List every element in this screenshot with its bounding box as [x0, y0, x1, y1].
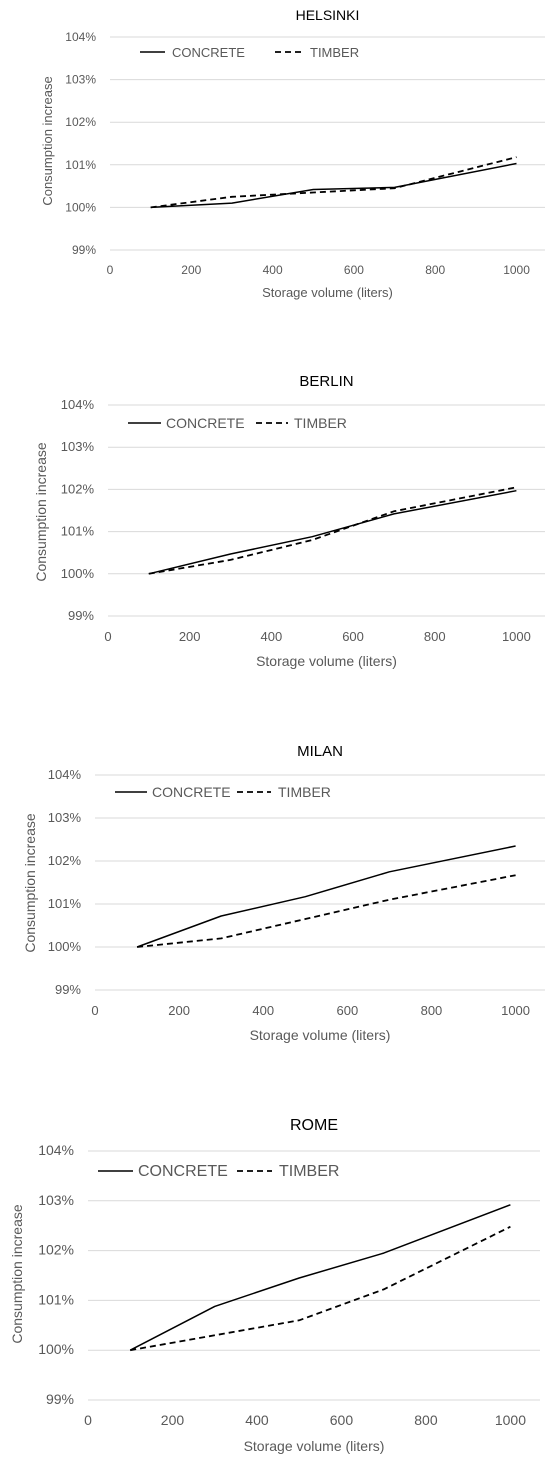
x-tick-label: 1000 [502, 629, 531, 644]
y-tick-label: 102% [38, 1242, 74, 1258]
y-tick-label: 101% [48, 896, 82, 911]
x-tick-label: 0 [107, 263, 114, 277]
x-tick-label: 1000 [501, 1003, 530, 1018]
y-tick-label: 102% [48, 853, 82, 868]
chart-title: MILAN [297, 743, 343, 760]
x-tick-label: 200 [168, 1003, 190, 1018]
legend-label-concrete: CONCRETE [172, 45, 245, 60]
chart-title: BERLIN [299, 373, 353, 390]
legend-label-concrete: CONCRETE [138, 1163, 228, 1180]
y-tick-label: 100% [38, 1341, 74, 1357]
x-tick-label: 400 [263, 263, 283, 277]
x-tick-label: 400 [252, 1003, 274, 1018]
y-tick-label: 99% [46, 1391, 74, 1407]
x-tick-label: 400 [245, 1412, 269, 1428]
y-tick-label: 103% [48, 810, 82, 825]
legend-label-concrete: CONCRETE [152, 784, 231, 800]
x-tick-label: 200 [161, 1412, 185, 1428]
legend-label-timber: TIMBER [279, 1163, 339, 1180]
legend: CONCRETE TIMBER [128, 415, 347, 431]
y-tick-label: 104% [48, 767, 82, 782]
legend: CONCRETE TIMBER [115, 784, 331, 800]
y-tick-label: 101% [65, 158, 96, 172]
y-axis-label: Consumption increase [9, 1204, 25, 1344]
x-tick-label: 800 [414, 1412, 438, 1428]
chart-panel-milan: MILAN 99% 100% 101% 102% 103% 104% 0 200 400 600 80… [22, 743, 545, 1043]
series-line-timber [148, 486, 517, 575]
legend: CONCRETE TIMBER [140, 45, 359, 60]
chart-panel-rome: ROME 99% 100% 101% 102% 103% 104% 0 200 400 600 800… [9, 1117, 540, 1454]
x-tick-label: 400 [261, 629, 283, 644]
x-tick-label: 1000 [495, 1412, 526, 1428]
x-tick-label: 0 [91, 1003, 98, 1018]
x-tick-label: 600 [336, 1003, 358, 1018]
y-tick-label: 101% [38, 1291, 74, 1307]
series-line-concrete [148, 489, 517, 575]
x-tick-label: 1000 [503, 263, 530, 277]
y-tick-label: 104% [61, 397, 95, 412]
y-axis-label: Consumption increase [40, 76, 55, 205]
series-line-timber [137, 874, 516, 948]
x-tick-label: 800 [425, 263, 445, 277]
x-axis-label: Storage volume (liters) [250, 1027, 391, 1043]
legend: CONCRETE TIMBER [98, 1163, 339, 1180]
y-tick-label: 104% [65, 30, 96, 44]
series-line-timber [150, 156, 517, 209]
series-line-concrete [129, 1204, 511, 1351]
x-tick-label: 600 [342, 629, 364, 644]
y-tick-label: 100% [48, 939, 82, 954]
legend-label-timber: TIMBER [278, 784, 331, 800]
x-tick-label: 0 [104, 629, 111, 644]
x-tick-label: 600 [330, 1412, 354, 1428]
legend-label-timber: TIMBER [310, 45, 359, 60]
x-tick-label: 600 [344, 263, 364, 277]
y-tick-label: 103% [65, 73, 96, 87]
y-tick-label: 104% [38, 1142, 74, 1158]
y-tick-label: 102% [65, 115, 96, 129]
chart-panel-berlin: BERLIN 99% 100% 101% 102% 103% 104% 0 200 400 600 8… [33, 373, 545, 669]
chart-panel-helsinki: HELSINKI 99% 100% 101% 102% 103% 104% 0 200 400 60… [40, 7, 545, 300]
y-tick-label: 101% [61, 524, 95, 539]
y-tick-label: 103% [61, 439, 95, 454]
chart-title: ROME [290, 1117, 338, 1134]
x-tick-label: 800 [421, 1003, 443, 1018]
x-tick-label: 200 [179, 629, 201, 644]
y-tick-label: 102% [61, 481, 95, 496]
x-axis-label: Storage volume (liters) [244, 1438, 385, 1454]
y-tick-label: 99% [68, 608, 94, 623]
series-line-concrete [150, 162, 517, 209]
x-tick-label: 800 [424, 629, 446, 644]
y-tick-label: 99% [72, 243, 96, 257]
legend-label-timber: TIMBER [294, 415, 347, 431]
x-tick-label: 200 [181, 263, 201, 277]
x-axis-label: Storage volume (liters) [262, 285, 393, 300]
y-tick-label: 103% [38, 1192, 74, 1208]
series-line-concrete [136, 845, 516, 948]
chart-title: HELSINKI [296, 7, 360, 23]
y-axis-label: Consumption increase [22, 813, 38, 953]
x-axis-label: Storage volume (liters) [256, 653, 397, 669]
series-line-timber [130, 1225, 511, 1352]
y-tick-label: 100% [65, 200, 96, 214]
legend-label-concrete: CONCRETE [166, 415, 245, 431]
x-tick-label: 0 [84, 1412, 92, 1428]
y-tick-label: 100% [61, 566, 95, 581]
y-axis-label: Consumption increase [33, 442, 49, 582]
y-tick-label: 99% [55, 982, 81, 997]
